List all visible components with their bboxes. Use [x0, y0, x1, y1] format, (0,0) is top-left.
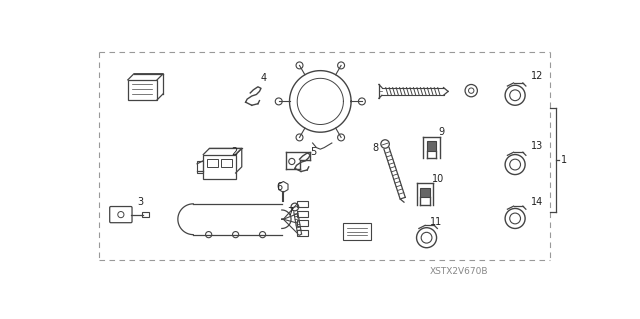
- Bar: [297, 201, 308, 207]
- Bar: [207, 159, 218, 167]
- Text: 14: 14: [531, 197, 543, 207]
- Text: 6: 6: [276, 182, 282, 192]
- Bar: [204, 154, 236, 179]
- Text: 12: 12: [531, 71, 543, 81]
- Text: 8: 8: [372, 143, 378, 153]
- Text: 11: 11: [429, 217, 442, 226]
- Bar: [297, 211, 308, 217]
- Text: 4: 4: [261, 73, 267, 83]
- Text: 3: 3: [137, 197, 143, 207]
- Bar: [141, 212, 149, 217]
- Bar: [297, 220, 308, 226]
- Text: 2: 2: [232, 147, 238, 157]
- Text: 13: 13: [531, 141, 543, 151]
- Text: 7: 7: [287, 206, 293, 217]
- Bar: [197, 161, 204, 173]
- Bar: [297, 230, 308, 236]
- Bar: [420, 188, 429, 197]
- Text: 9: 9: [438, 127, 444, 137]
- Text: XSTX2V670B: XSTX2V670B: [429, 267, 488, 276]
- Text: 10: 10: [432, 174, 444, 184]
- Bar: [427, 141, 436, 151]
- Bar: [344, 223, 371, 240]
- Text: 1: 1: [561, 154, 566, 165]
- Bar: [221, 159, 232, 167]
- Text: 5: 5: [310, 147, 317, 157]
